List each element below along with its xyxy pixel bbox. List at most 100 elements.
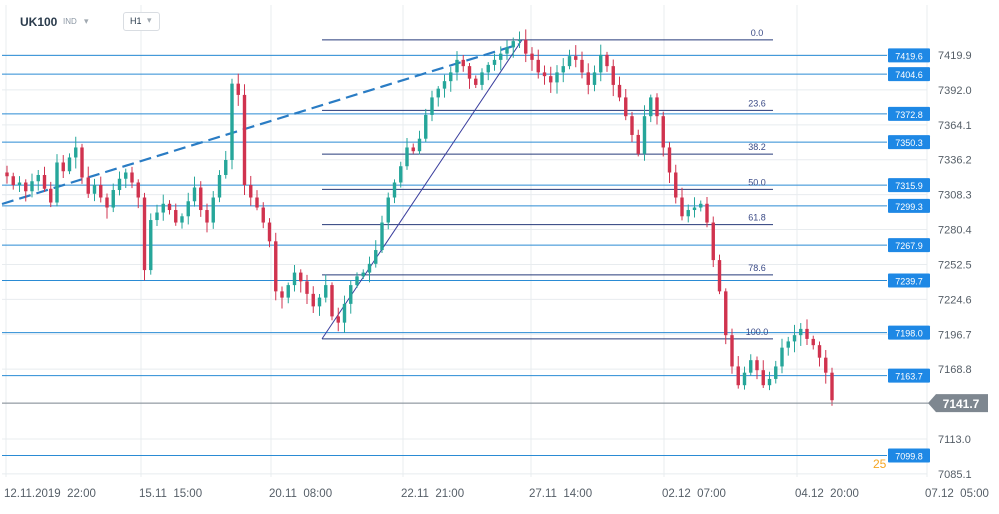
candle-body: [230, 83, 234, 160]
candle-body: [336, 316, 340, 323]
price-level-badge: [888, 106, 930, 121]
candle-body: [786, 341, 790, 348]
candle-body: [342, 303, 347, 323]
y-axis-tick-label: 7085.1: [938, 469, 972, 481]
candle-body: [142, 197, 147, 271]
candle-body: [380, 222, 384, 251]
price-level-label: 7350.3: [895, 138, 923, 148]
candle-body: [424, 114, 428, 139]
candle-body: [149, 220, 153, 271]
candle-body: [124, 172, 128, 179]
x-axis-tick-label: 27.11 14:00: [529, 488, 592, 500]
candle-body: [99, 185, 103, 198]
y-axis-tick-label: 7308.3: [938, 190, 972, 202]
candle-body: [611, 66, 615, 85]
x-axis-tick-label: 02.12 07:00: [662, 488, 726, 500]
candle-body: [30, 181, 34, 192]
y-axis-tick-label: 7392.0: [938, 85, 972, 97]
y-axis-tick-label: 7280.4: [938, 225, 972, 237]
y-axis-tick-label: 7196.7: [938, 329, 972, 341]
candle-body: [386, 197, 390, 223]
timeframe-label: H1: [130, 16, 142, 26]
candle-body: [436, 88, 440, 98]
y-axis-tick-label: 7252.5: [938, 259, 972, 271]
candle-body: [105, 197, 109, 208]
candle-body: [542, 72, 547, 77]
price-level-label: 7315.9: [895, 181, 923, 191]
candle-body: [167, 203, 172, 211]
candle-body: [511, 41, 515, 48]
candle-body: [411, 147, 415, 152]
candle-body: [286, 285, 290, 298]
candle-body: [774, 366, 778, 379]
candle-body: [530, 53, 534, 60]
candle-body: [755, 360, 759, 371]
candle-body: [767, 378, 772, 386]
candle-body: [24, 182, 28, 192]
timeframe-dropdown[interactable]: H1 ▾: [123, 12, 160, 31]
symbol-name[interactable]: UK100: [20, 15, 58, 29]
candle-body: [811, 338, 815, 346]
fib-level-label: 100.0: [746, 327, 769, 337]
candle-body: [330, 285, 334, 317]
price-level-label: 7239.7: [895, 276, 923, 286]
candle-body: [430, 97, 434, 115]
candle-body: [505, 47, 509, 54]
candle-body: [324, 285, 328, 298]
candle-body: [186, 201, 190, 217]
candle-body: [317, 297, 322, 307]
candle-body: [624, 97, 628, 117]
candle-body: [11, 176, 15, 186]
candle-body: [667, 147, 672, 173]
candle-body: [480, 72, 484, 85]
x-axis-tick-label: 04.12 20:00: [795, 488, 859, 500]
y-axis-tick-label: 7364.1: [938, 120, 972, 132]
market-type-label: IND: [63, 17, 77, 26]
candle-body: [117, 178, 122, 191]
fib-level-label: 23.6: [748, 98, 766, 108]
candle-body: [617, 84, 622, 98]
candle-body: [680, 197, 684, 217]
candle-body: [405, 147, 409, 167]
candle-body: [636, 134, 640, 154]
fib-anchor-line: [321, 39, 523, 340]
candle-body: [205, 210, 209, 223]
price-level-badge: [888, 48, 930, 63]
candle-body: [367, 263, 372, 273]
price-level-label: 7419.6: [895, 51, 923, 61]
candle-body: [174, 210, 178, 223]
candle-body: [780, 347, 784, 367]
candle-body: [449, 72, 453, 82]
price-level-badge: [888, 67, 930, 82]
fib-level-label: 61.8: [748, 213, 766, 223]
candle-body: [80, 147, 84, 178]
candle-body: [374, 250, 378, 264]
candle-body: [586, 72, 590, 85]
chevron-down-icon[interactable]: ▾: [84, 16, 89, 26]
candle-body: [236, 83, 240, 95]
candle-body: [830, 372, 834, 401]
candle-body: [36, 174, 40, 182]
price-level-label: 7163.7: [895, 372, 923, 382]
candle-body: [224, 159, 228, 175]
price-level-label: 7404.6: [895, 70, 923, 80]
candle-body: [349, 285, 353, 304]
x-axis-tick-label: 12.11.2019 22:00: [4, 488, 96, 500]
x-axis-tick-label: 22.11 21:00: [401, 488, 464, 500]
candle-body: [561, 66, 565, 73]
last-price-badge: [928, 394, 988, 413]
fib-level-label: 78.6: [748, 263, 766, 273]
candle-body: [661, 116, 665, 148]
candle-body: [49, 188, 53, 203]
chart-annotation-label: 25: [873, 457, 887, 471]
candle-body: [642, 116, 647, 154]
candle-body: [599, 54, 603, 73]
candle-body: [749, 360, 753, 373]
candle-body: [455, 59, 459, 73]
candle-body: [161, 203, 165, 213]
candle-body: [217, 174, 222, 198]
candle-body: [111, 190, 115, 208]
candle-body: [442, 81, 447, 89]
